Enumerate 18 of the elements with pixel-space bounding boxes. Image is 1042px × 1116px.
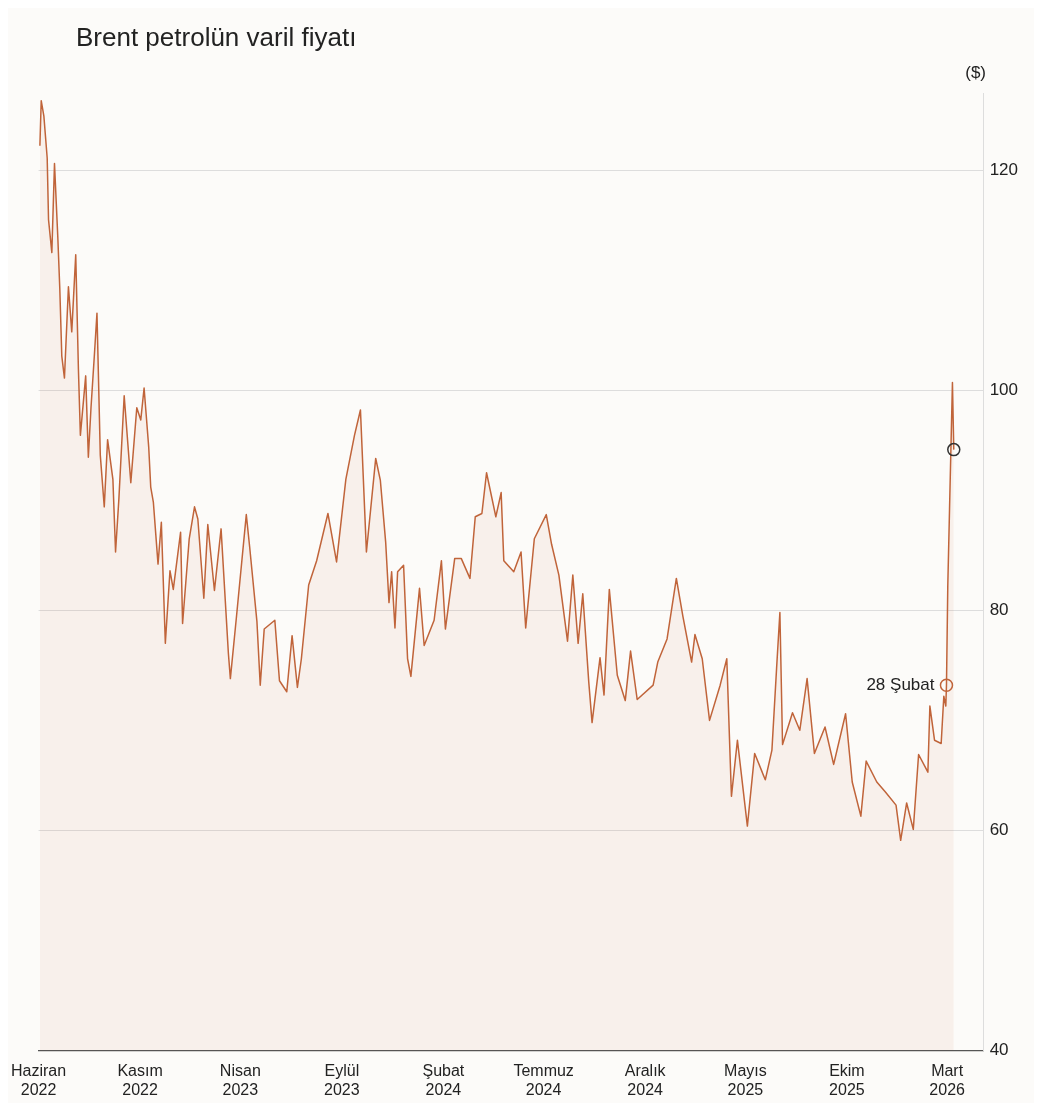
x-tick-label: Aralık 2024	[624, 1061, 667, 1098]
x-tick-label: Kasım 2022	[117, 1061, 163, 1098]
chart-title: Brent petrolün varil fiyatı	[75, 21, 358, 53]
x-tick-label: Şubat 2024	[422, 1061, 465, 1098]
annotation: 28 Şubat	[866, 674, 935, 694]
x-tick-label: Nisan 2023	[219, 1061, 261, 1098]
y-tick-label: 40	[989, 1040, 1009, 1060]
x-tick-label: Mayıs 2025	[724, 1061, 767, 1098]
y-tick-label: 60	[989, 820, 1009, 840]
y-tick-label: 120	[989, 159, 1019, 179]
x-tick-label: Eylül 2023	[324, 1061, 360, 1098]
x-tick-label: Haziran 2022	[11, 1061, 67, 1098]
y-axis-title: ($)	[965, 62, 986, 82]
y-tick-label: 100	[989, 379, 1019, 399]
y-tick-label: 80	[989, 600, 1009, 620]
x-tick-label: Ekim 2025	[829, 1061, 865, 1098]
x-tick-label: Mart 2026	[929, 1061, 966, 1098]
x-tick-label: Temmuz 2024	[513, 1061, 574, 1098]
